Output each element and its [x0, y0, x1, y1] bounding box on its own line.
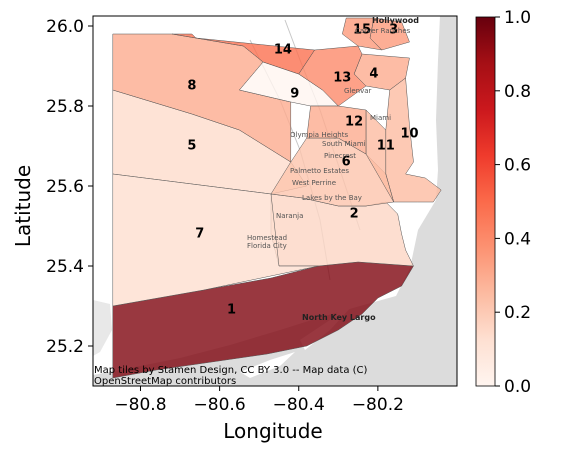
place-south-miami: South Miami	[322, 140, 366, 148]
region-label-13: 13	[333, 71, 351, 86]
region-label-2: 2	[350, 207, 359, 222]
place-lakes-by-the-bay: Lakes by the Bay	[302, 194, 362, 202]
place-glenvar: Glenvar	[344, 87, 372, 95]
x-axis: −80.8 −80.6 −80.4 −80.2	[114, 386, 404, 415]
x-axis-label: Longitude	[223, 419, 322, 443]
region-1	[112, 261, 414, 379]
y-tick-label: 25.4	[46, 257, 84, 277]
region-label-3: 3	[389, 23, 398, 38]
attribution-line-1: Map tiles by Stamen Design, CC BY 3.0 --…	[94, 365, 368, 376]
place-west-perrine: West Perrine	[292, 179, 336, 187]
basemap-land-west	[93, 300, 112, 356]
region-label-8: 8	[187, 79, 196, 94]
colorbar-tick-label: 1.0	[504, 8, 531, 28]
region-label-9: 9	[290, 87, 299, 102]
colorbar-tick-label: 0.8	[504, 82, 531, 102]
plot-frame	[92, 15, 458, 387]
colorbar-ticks: 0.0 0.2 0.4 0.6 0.8 1.0	[495, 8, 531, 397]
y-tick-label: 25.6	[46, 177, 84, 197]
place-carver-ranches: Carver Ranches	[355, 27, 411, 35]
region-7	[112, 173, 319, 307]
basemap-place-names: Hollywood Carver Ranches Miami Glenvar O…	[247, 16, 419, 322]
region-label-10: 10	[400, 127, 418, 142]
x-tick-label: −80.8	[114, 395, 166, 415]
colorbar-tick-label: 0.4	[504, 229, 531, 249]
region-label-1: 1	[227, 303, 236, 318]
region-15	[342, 17, 383, 51]
y-axis-label: Latitude	[11, 165, 35, 247]
region-polygons	[112, 17, 442, 379]
attribution-line-2: OpenStreetMap contributors	[94, 376, 236, 387]
place-olympia-heights: Olympia Heights	[290, 131, 348, 139]
colorbar-gradient	[475, 16, 496, 387]
region-label-6: 6	[342, 155, 351, 170]
region-label-5: 5	[187, 139, 196, 154]
region-label-15: 15	[353, 23, 371, 38]
place-florida-city: Florida City	[247, 242, 287, 250]
y-tick-label: 25.2	[46, 337, 84, 357]
x-tick-label: −80.6	[194, 395, 246, 415]
place-homestead: Homestead	[247, 234, 287, 242]
x-tick-label: −80.4	[273, 395, 325, 415]
region-label-11: 11	[377, 139, 395, 154]
region-label-4: 4	[369, 67, 378, 82]
colorbar-tick-label: 0.2	[504, 303, 531, 323]
basemap-land-keys-2	[240, 352, 295, 378]
region-14	[172, 33, 316, 75]
place-north-key-largo: North Key Largo	[302, 313, 376, 322]
x-tick-label: −80.2	[352, 395, 404, 415]
region-label-14: 14	[274, 43, 292, 58]
region-label-7: 7	[195, 227, 204, 242]
place-miami: Miami	[370, 114, 391, 122]
y-tick-label: 26.0	[46, 17, 84, 37]
colorbar: 0.0 0.2 0.4 0.6 0.8 1.0	[475, 8, 531, 397]
region-12	[306, 105, 367, 155]
place-pinecrest: Pinecrest	[324, 152, 356, 160]
place-palmetto-estates: Palmetto Estates	[290, 167, 349, 175]
colorbar-tick-label: 0.0	[504, 377, 531, 397]
colorbar-tick-label: 0.6	[504, 156, 531, 176]
place-naranja: Naranja	[276, 212, 303, 220]
region-label-12: 12	[345, 115, 363, 130]
place-hollywood: Hollywood	[372, 16, 419, 25]
y-axis: 25.2 25.4 25.6 25.8 26.0	[46, 17, 93, 357]
y-tick-label: 25.8	[46, 97, 84, 117]
